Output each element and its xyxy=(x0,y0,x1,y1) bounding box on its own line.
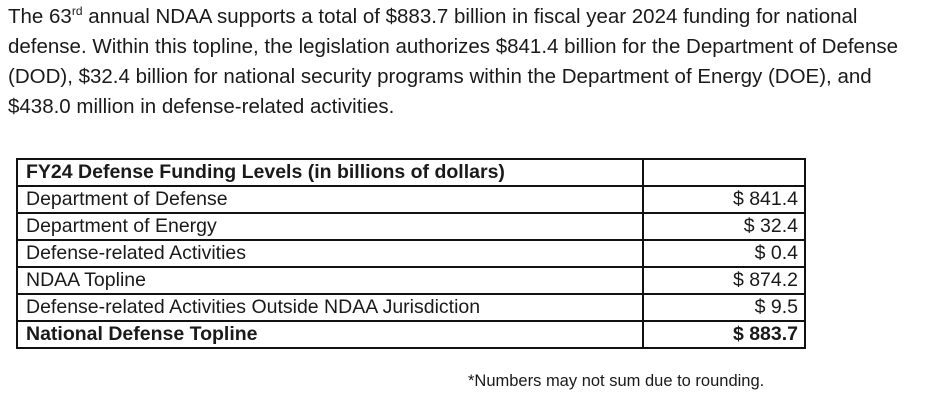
table-row: Department of Defense $ 841.4 xyxy=(16,185,806,214)
total-label: National Defense Topline xyxy=(16,320,644,349)
row-value: $ 32.4 xyxy=(642,212,806,241)
ordinal-suffix: rd xyxy=(71,4,83,18)
rounding-footnote: *Numbers may not sum due to rounding. xyxy=(468,372,765,390)
table-row: Department of Energy $ 32.4 xyxy=(16,212,806,241)
row-label: Department of Defense xyxy=(16,185,644,214)
table-row: Defense-related Activities Outside NDAA … xyxy=(16,293,806,322)
table-header-row: FY24 Defense Funding Levels (in billions… xyxy=(16,158,806,187)
total-value: $ 883.7 xyxy=(642,320,806,349)
row-label: Defense-related Activities xyxy=(16,239,644,268)
table-header-label: FY24 Defense Funding Levels (in billions… xyxy=(16,158,644,187)
intro-text-rest: annual NDAA supports a total of $883.7 b… xyxy=(8,5,898,118)
row-value: $ 874.2 xyxy=(642,266,806,295)
row-value: $ 0.4 xyxy=(642,239,806,268)
row-label: NDAA Topline xyxy=(16,266,644,295)
row-label: Department of Energy xyxy=(16,212,644,241)
table-header-value xyxy=(642,158,806,187)
table-row: NDAA Topline $ 874.2 xyxy=(16,266,806,295)
intro-text-start: The 63 xyxy=(8,5,72,28)
row-value: $ 841.4 xyxy=(642,185,806,214)
table-total-row: National Defense Topline $ 883.7 xyxy=(16,320,806,349)
row-label: Defense-related Activities Outside NDAA … xyxy=(16,293,644,322)
row-value: $ 9.5 xyxy=(642,293,806,322)
intro-paragraph: The 63rd annual NDAA supports a total of… xyxy=(8,2,930,122)
table-row: Defense-related Activities $ 0.4 xyxy=(16,239,806,268)
funding-table: FY24 Defense Funding Levels (in billions… xyxy=(16,158,806,349)
